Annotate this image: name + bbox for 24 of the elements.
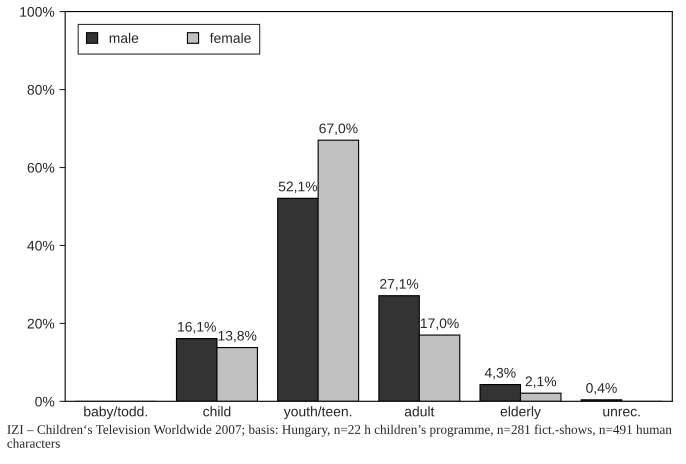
- data-label: 16,1%: [178, 322, 216, 334]
- data-label: 0,4%: [586, 383, 617, 395]
- legend-label: male: [110, 32, 138, 43]
- legend-label: female: [210, 32, 251, 43]
- x-tick-label: child: [203, 406, 230, 416]
- data-label: 4,3%: [484, 368, 516, 380]
- y-tick-label: 100%: [20, 6, 54, 17]
- data-label: 13,8%: [218, 330, 256, 342]
- data-label: 2,1%: [526, 376, 556, 388]
- x-tick-label: adult: [404, 406, 434, 416]
- y-tick-label: 20%: [28, 318, 54, 329]
- data-label: 67,0%: [319, 123, 358, 135]
- y-tick-label: 80%: [28, 84, 54, 95]
- x-tick-label: unrec.: [603, 408, 640, 416]
- data-label: 52,1%: [278, 182, 318, 194]
- data-label: 27,1%: [380, 278, 418, 290]
- y-tick-label: 60%: [28, 162, 54, 173]
- x-tick-label: elderly: [500, 406, 541, 420]
- y-tick-label: 40%: [27, 240, 54, 251]
- x-tick-label: youth/teen.: [284, 406, 352, 420]
- text: IZI – Children‘s Television Worldwide 2007; basis: Hungary, n=22 h children’s programme, n=281 fict.-shows, n=491 human characters: [7, 424, 672, 448]
- y-tick-label: 0%: [35, 396, 54, 407]
- data-label: 17,0%: [420, 318, 459, 330]
- x-tick-label: baby/todd.: [84, 406, 147, 420]
